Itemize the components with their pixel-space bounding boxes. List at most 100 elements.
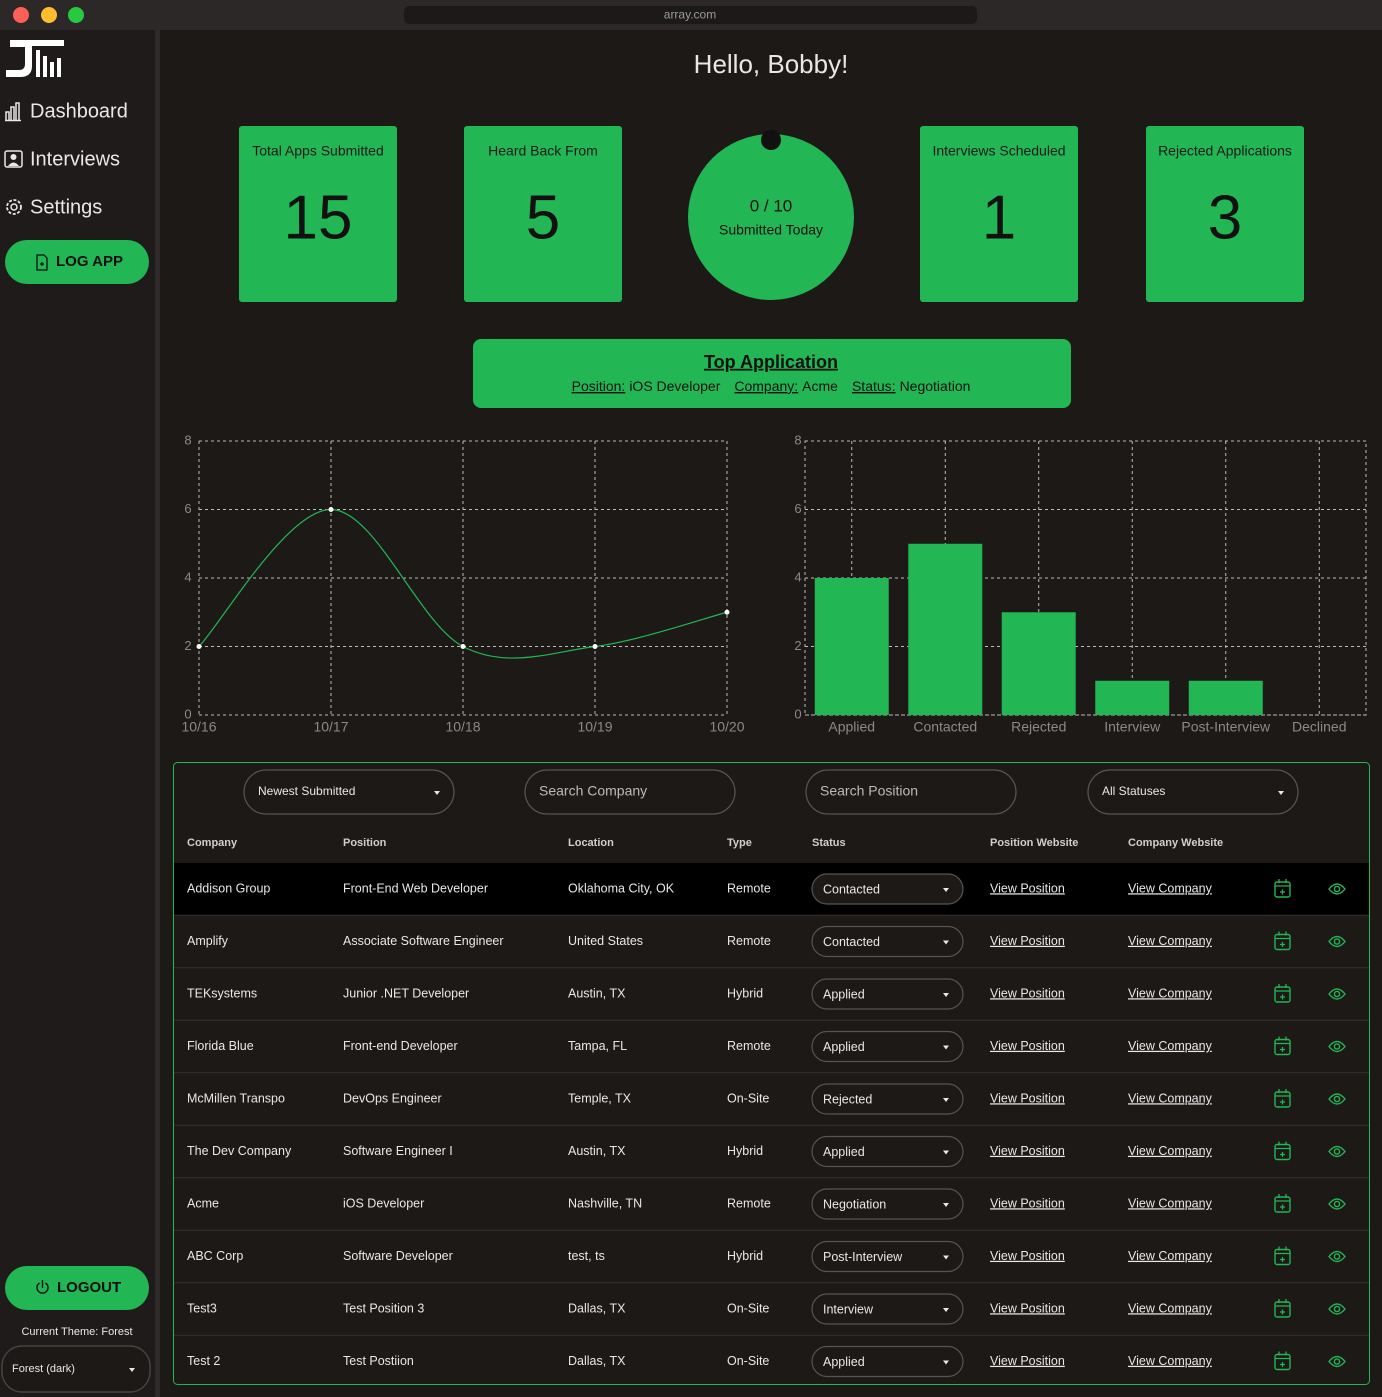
theme-select-box[interactable] [1, 1345, 151, 1393]
search-input[interactable] [524, 769, 736, 815]
status-select-box[interactable] [811, 1240, 964, 1273]
position-link[interactable]: View Position [990, 1144, 1065, 1158]
status-select-box[interactable] [811, 1030, 964, 1063]
view-icon[interactable] [1328, 1040, 1346, 1053]
search-input[interactable] [805, 769, 1017, 815]
view-icon[interactable] [1328, 1250, 1346, 1263]
schedule-icon[interactable] [1274, 1299, 1291, 1318]
status-select-box[interactable] [811, 925, 964, 958]
status-select-box[interactable] [811, 1083, 964, 1115]
filter-status[interactable]: All Statuses [1087, 769, 1299, 815]
eye-outline[interactable] [1328, 1093, 1346, 1105]
company-link[interactable]: View Company [1128, 881, 1213, 895]
schedule-icon[interactable] [1274, 931, 1291, 951]
company-link[interactable]: View Company [1128, 934, 1213, 948]
nav-settings[interactable]: Settings [6, 196, 102, 218]
status-value[interactable]: Applied [823, 1145, 865, 1159]
calendar-body[interactable] [1274, 1143, 1291, 1161]
logout-label[interactable]: LOGOUT [57, 1279, 121, 1296]
view-icon[interactable] [1328, 1145, 1346, 1158]
filter-value[interactable]: Newest Submitted [258, 784, 355, 798]
position-link[interactable]: View Position [990, 1091, 1065, 1105]
eye-outline[interactable] [1328, 935, 1346, 948]
status-value[interactable]: Applied [823, 1040, 865, 1054]
status-select[interactable]: Contacted [811, 873, 964, 905]
status-value[interactable]: Contacted [823, 935, 880, 949]
nav-label[interactable]: Interviews [30, 148, 120, 170]
company-link[interactable]: View Company [1128, 1196, 1213, 1210]
status-select[interactable]: Post-Interview [811, 1240, 964, 1273]
log-app-button[interactable]: LOG APP [5, 240, 149, 284]
status-value[interactable]: Negotiation [823, 1197, 886, 1211]
company-link[interactable]: View Company [1128, 1144, 1213, 1158]
position-link[interactable]: View Position [990, 1196, 1065, 1210]
eye-outline[interactable] [1328, 1040, 1346, 1053]
position-link[interactable]: View Position [990, 934, 1065, 948]
status-value[interactable]: Rejected [823, 1092, 872, 1106]
status-value[interactable]: Contacted [823, 882, 880, 896]
search-placeholder[interactable]: Search Position [820, 783, 918, 799]
schedule-icon[interactable] [1274, 1351, 1291, 1371]
zoom-button[interactable] [68, 7, 84, 23]
view-icon[interactable] [1328, 883, 1346, 895]
calendar-body[interactable] [1274, 1353, 1291, 1371]
nav-interviews[interactable]: Interviews [4, 148, 120, 170]
position-link[interactable]: View Position [990, 986, 1065, 1000]
position-link[interactable]: View Position [990, 1354, 1065, 1368]
view-icon[interactable] [1328, 988, 1346, 1000]
status-select-box[interactable] [811, 1293, 964, 1325]
status-select-box[interactable] [811, 873, 964, 905]
schedule-icon[interactable] [1274, 1141, 1291, 1161]
position-link[interactable]: View Position [990, 1301, 1065, 1315]
schedule-icon[interactable] [1274, 1246, 1291, 1266]
status-select[interactable]: Interview [811, 1293, 964, 1325]
eye-outline[interactable] [1328, 1145, 1346, 1158]
filter-select[interactable] [1087, 769, 1299, 815]
eye-outline[interactable] [1328, 883, 1346, 895]
position-link[interactable]: View Position [990, 1249, 1065, 1263]
logout-button[interactable]: LOGOUT [5, 1266, 149, 1310]
schedule-icon[interactable] [1274, 1194, 1291, 1213]
eye-outline[interactable] [1328, 1198, 1346, 1210]
nav-label[interactable]: Dashboard [30, 100, 128, 122]
company-link[interactable]: View Company [1128, 1249, 1213, 1263]
nav-dashboard[interactable]: Dashboard [5, 100, 128, 122]
status-select-box[interactable] [811, 1345, 964, 1378]
status-select-box[interactable] [811, 1188, 964, 1220]
filter-position-placeholder[interactable]: Search Position [805, 769, 1017, 815]
eye-outline[interactable] [1328, 988, 1346, 1000]
logout-background[interactable] [5, 1266, 149, 1310]
status-value[interactable]: Applied [823, 987, 865, 1001]
schedule-icon[interactable] [1274, 984, 1291, 1003]
status-select[interactable]: Applied [811, 1135, 964, 1168]
nav-label[interactable]: Settings [30, 196, 102, 218]
view-icon[interactable] [1328, 1303, 1346, 1315]
view-icon[interactable] [1328, 1198, 1346, 1210]
log-app-background[interactable] [5, 240, 149, 284]
company-link[interactable]: View Company [1128, 986, 1213, 1000]
status-select[interactable]: Contacted [811, 925, 964, 958]
company-link[interactable]: View Company [1128, 1354, 1213, 1368]
filter-sort[interactable]: Newest Submitted [243, 769, 455, 815]
minimize-button[interactable] [41, 7, 57, 23]
status-select[interactable]: Applied [811, 1030, 964, 1063]
eye-outline[interactable] [1328, 1303, 1346, 1315]
url-bar[interactable] [404, 6, 977, 24]
schedule-icon[interactable] [1274, 879, 1291, 898]
company-link[interactable]: View Company [1128, 1301, 1213, 1315]
calendar-body[interactable] [1274, 1091, 1291, 1108]
status-select[interactable]: Applied [811, 978, 964, 1010]
theme-select[interactable]: Forest (dark) [1, 1345, 151, 1393]
filter-select[interactable] [243, 769, 455, 815]
eye-outline[interactable] [1328, 1250, 1346, 1263]
status-select[interactable]: Negotiation [811, 1188, 964, 1220]
theme-select-value[interactable]: Forest (dark) [12, 1363, 75, 1375]
calendar-body[interactable] [1274, 1196, 1291, 1213]
status-value[interactable]: Applied [823, 1355, 865, 1369]
schedule-icon[interactable] [1274, 1036, 1291, 1056]
status-select[interactable]: Applied [811, 1345, 964, 1378]
calendar-body[interactable] [1274, 1038, 1291, 1056]
view-icon[interactable] [1328, 1355, 1346, 1368]
status-select[interactable]: Rejected [811, 1083, 964, 1115]
close-button[interactable] [13, 7, 29, 23]
